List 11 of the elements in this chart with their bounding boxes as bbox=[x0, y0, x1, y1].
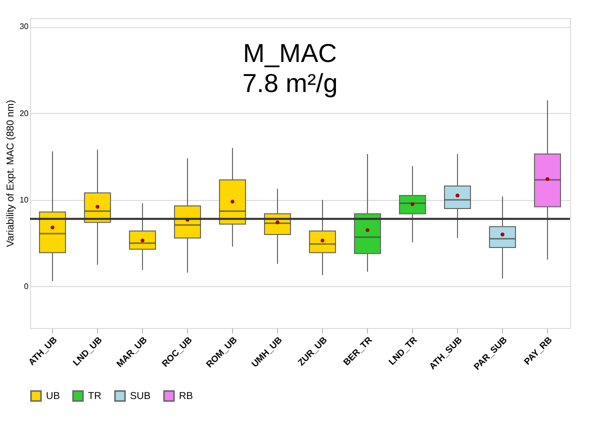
legend-label: SUB bbox=[130, 391, 151, 402]
y-tick-label: 20 bbox=[20, 108, 30, 118]
annotation: 7.8 m²/g bbox=[242, 68, 338, 98]
legend-label: RB bbox=[179, 391, 194, 402]
legend-label: UB bbox=[46, 391, 60, 402]
y-tick-label: 0 bbox=[24, 282, 30, 291]
y-axis-title: Variability of Expt. MAC (880 nm) bbox=[6, 100, 17, 248]
annotation: M_MAC bbox=[243, 38, 337, 68]
y-tick-label: 30 bbox=[20, 22, 30, 32]
legend-label: TR bbox=[88, 391, 102, 402]
y-tick-label: 10 bbox=[20, 195, 30, 204]
